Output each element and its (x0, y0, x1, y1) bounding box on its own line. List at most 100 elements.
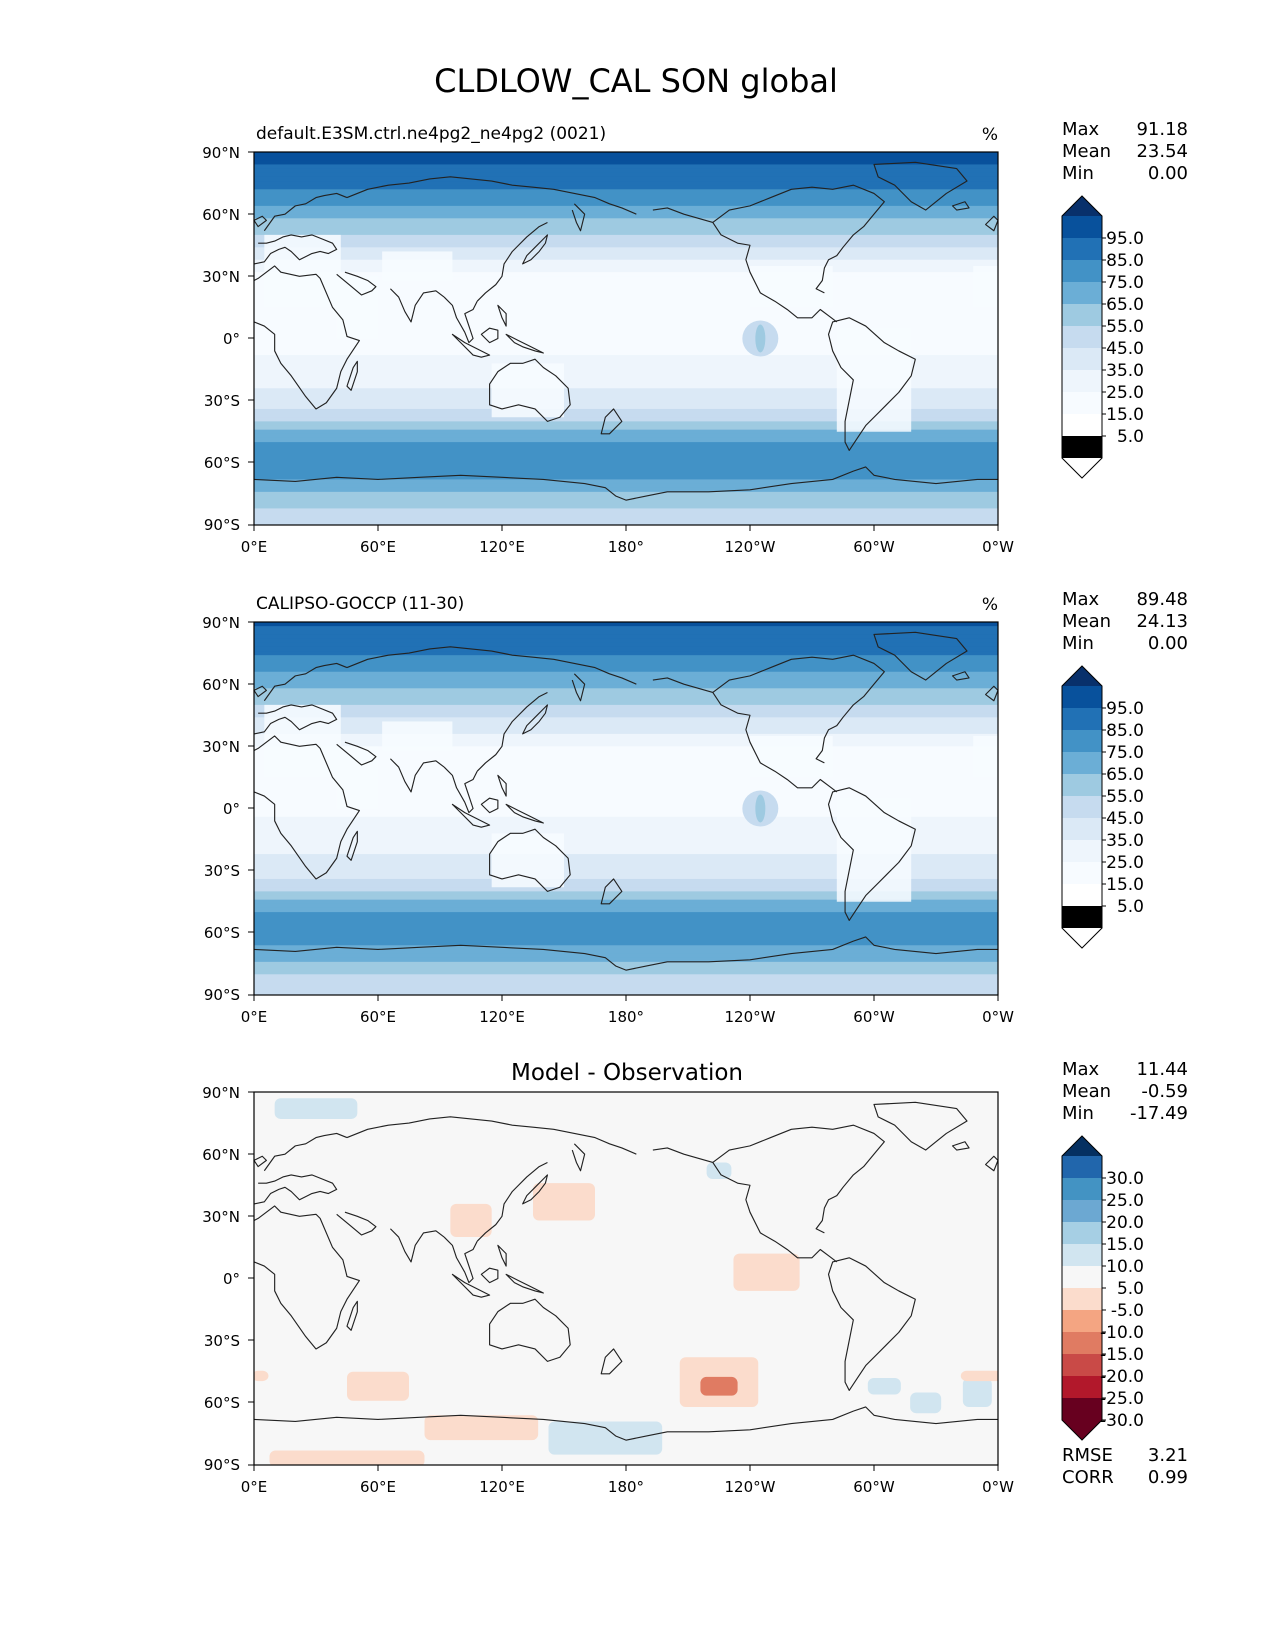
field-band (254, 704, 998, 710)
colorbar-segment (1062, 348, 1102, 371)
neutral-background (254, 1092, 998, 1465)
field-band (254, 466, 998, 472)
field-band (254, 516, 998, 522)
field-band (254, 375, 998, 381)
land-region (382, 721, 453, 751)
field-band (254, 450, 998, 456)
field-band (254, 367, 998, 373)
x-tick-label: 0°E (241, 1008, 268, 1026)
field-band (254, 762, 998, 768)
field-band (254, 479, 998, 485)
field-band (254, 899, 998, 905)
field-band (254, 454, 998, 460)
rmse-value: 3.21 (1148, 1445, 1188, 1466)
field-band (254, 230, 998, 236)
field-band (254, 771, 998, 776)
field-band (254, 247, 998, 253)
stat-value: -0.59 (1141, 1081, 1188, 1102)
colorbar-tick-label: 45.0 (1106, 339, 1144, 359)
field-band (254, 845, 998, 851)
stratocumulus-core (755, 794, 766, 823)
stat-label: Min (1062, 1103, 1094, 1124)
panel-units: % (982, 595, 998, 615)
field-band (254, 924, 998, 930)
field-band (254, 953, 998, 959)
field-band (254, 446, 998, 451)
colorbar-tick-label: 30.0 (1106, 1169, 1144, 1189)
stat-value: 91.18 (1136, 119, 1188, 140)
colorbar-segment (1062, 392, 1102, 415)
field-band (254, 210, 998, 215)
colorbar-segment (1062, 1244, 1102, 1267)
x-tick-marks (253, 1465, 999, 1471)
colorbar-tick-label: 95.0 (1106, 699, 1144, 719)
y-axis-ticks: 90°N 60°N 30°N 0° 30°S 60°S 90°S (202, 1084, 254, 1474)
stat-label: Max (1062, 119, 1100, 140)
x-tick-marks (253, 995, 999, 1001)
land-region (836, 798, 912, 902)
field-band (254, 404, 998, 410)
field-band (254, 651, 998, 656)
field-band (254, 941, 998, 946)
field-band (254, 276, 998, 282)
x-tick-label: 0°E (241, 1478, 268, 1496)
anomaly-patch (867, 1377, 901, 1395)
stat-value: 11.44 (1136, 1059, 1188, 1080)
colorbar: 95.085.075.065.055.045.035.025.015.05.0 (1061, 665, 1144, 949)
field-band (254, 738, 998, 743)
colorbar-tick-label: 15.0 (1106, 1235, 1144, 1255)
y-tick-label: 60°N (202, 676, 240, 694)
x-tick-label: 120°E (479, 1008, 525, 1026)
y-tick-label: 0° (223, 330, 240, 348)
field-band (254, 849, 998, 855)
field-band (254, 371, 998, 377)
field-band (254, 916, 998, 921)
field-band (254, 746, 998, 752)
field-band (254, 487, 998, 493)
y-tick-label: 30°S (204, 392, 240, 410)
field-band (254, 458, 998, 464)
stat-label: Mean (1062, 141, 1111, 162)
colorbar-tick-label: 5.0 (1117, 427, 1144, 447)
colorbar-segment (1062, 730, 1102, 753)
colorbar-outline (1061, 665, 1103, 949)
y-tick-label: 90°S (204, 986, 240, 1004)
stratocumulus-core (755, 324, 766, 353)
anomaly-patch (424, 1415, 539, 1441)
land-region (264, 234, 341, 308)
field-band (254, 982, 998, 988)
colorbar-tick-label: -20.0 (1100, 1367, 1144, 1387)
x-tick-label: 60°E (360, 538, 396, 556)
field-band (254, 630, 998, 636)
field-band (254, 779, 998, 785)
colorbar-outline (1061, 195, 1103, 479)
colorbar-segment (1062, 774, 1102, 797)
colorbar-extend-min (1062, 928, 1102, 948)
x-tick-label: 60°W (853, 1478, 895, 1496)
land-region (973, 735, 998, 778)
x-axis-ticks: 0°E 60°E 120°E 180° 120°W 60°W 0°W (241, 995, 1014, 1026)
field-band (254, 800, 998, 805)
colorbar-segment (1062, 1156, 1102, 1179)
field-band (254, 491, 998, 497)
field-band (254, 791, 998, 797)
field-band (254, 433, 998, 439)
field-band (254, 259, 998, 265)
field-band (254, 251, 998, 257)
field-band (254, 787, 998, 793)
colorbar-segment (1062, 282, 1102, 305)
field-band (254, 201, 998, 207)
field-band (254, 172, 998, 178)
field-band (254, 429, 998, 435)
field-band (254, 297, 998, 302)
field-band (254, 907, 998, 913)
y-tick-label: 0° (223, 1270, 240, 1288)
colorbar-tick-label: 20.0 (1106, 1213, 1144, 1233)
anomaly-patch (962, 1377, 992, 1407)
field-band (254, 301, 998, 306)
field-band (254, 384, 998, 389)
field-band (254, 313, 998, 319)
panel-title: default.E3SM.ctrl.ne4pg2_ne4pg2 (0021) (256, 124, 606, 144)
colorbar-segment (1062, 1200, 1102, 1223)
field-band (254, 168, 998, 174)
